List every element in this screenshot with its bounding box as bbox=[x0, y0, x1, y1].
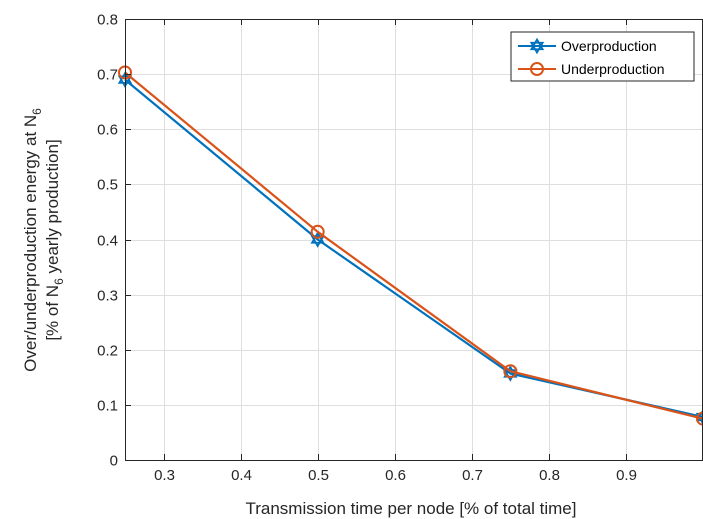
y-tick-label: 0.2 bbox=[97, 343, 118, 360]
series-overproduction bbox=[119, 73, 703, 423]
y-tick-label: 0.7 bbox=[97, 67, 118, 84]
y-tick-label: 0 bbox=[110, 453, 118, 470]
y-tick-label: 0.3 bbox=[97, 288, 118, 305]
y-axis-label-line2: [% of N6 yearly production] bbox=[43, 139, 66, 340]
legend: Overproduction Underproduction bbox=[511, 32, 694, 81]
axis-ticks: 0.3 0.4 0.5 0.6 0.7 0.8 0.9 0 0.1 0.2 0.3 0.4 0.5 0.6… bbox=[97, 12, 637, 485]
series-layer bbox=[119, 66, 703, 424]
legend-label-overproduction: Overproduction bbox=[561, 38, 657, 54]
y-tick-label: 0.4 bbox=[97, 233, 118, 250]
x-tick-label: 0.8 bbox=[539, 467, 560, 484]
y-tick-label: 0.8 bbox=[97, 12, 118, 29]
series-line-overproduction bbox=[125, 80, 703, 417]
y-tick-label: 0.5 bbox=[97, 177, 118, 194]
grid bbox=[125, 19, 703, 460]
series-underproduction bbox=[119, 66, 703, 424]
series-line-underproduction bbox=[125, 73, 703, 419]
x-tick-label: 0.3 bbox=[154, 467, 175, 484]
x-tick-label: 0.5 bbox=[308, 467, 329, 484]
x-tick-label: 0.6 bbox=[385, 467, 406, 484]
x-tick-label: 0.7 bbox=[462, 467, 483, 484]
x-tick-label: 0.4 bbox=[231, 467, 252, 484]
y-axis-label-line1: Over/underproduction energy at N6 bbox=[21, 108, 44, 372]
y-tick-label: 0.6 bbox=[97, 122, 118, 139]
y-tick-label: 0.1 bbox=[97, 398, 118, 415]
legend-entry-underproduction: Underproduction bbox=[518, 61, 665, 77]
x-tick-label: 0.9 bbox=[616, 467, 637, 484]
x-axis-label: Transmission time per node [% of total t… bbox=[245, 499, 576, 518]
legend-label-underproduction: Underproduction bbox=[561, 61, 665, 77]
